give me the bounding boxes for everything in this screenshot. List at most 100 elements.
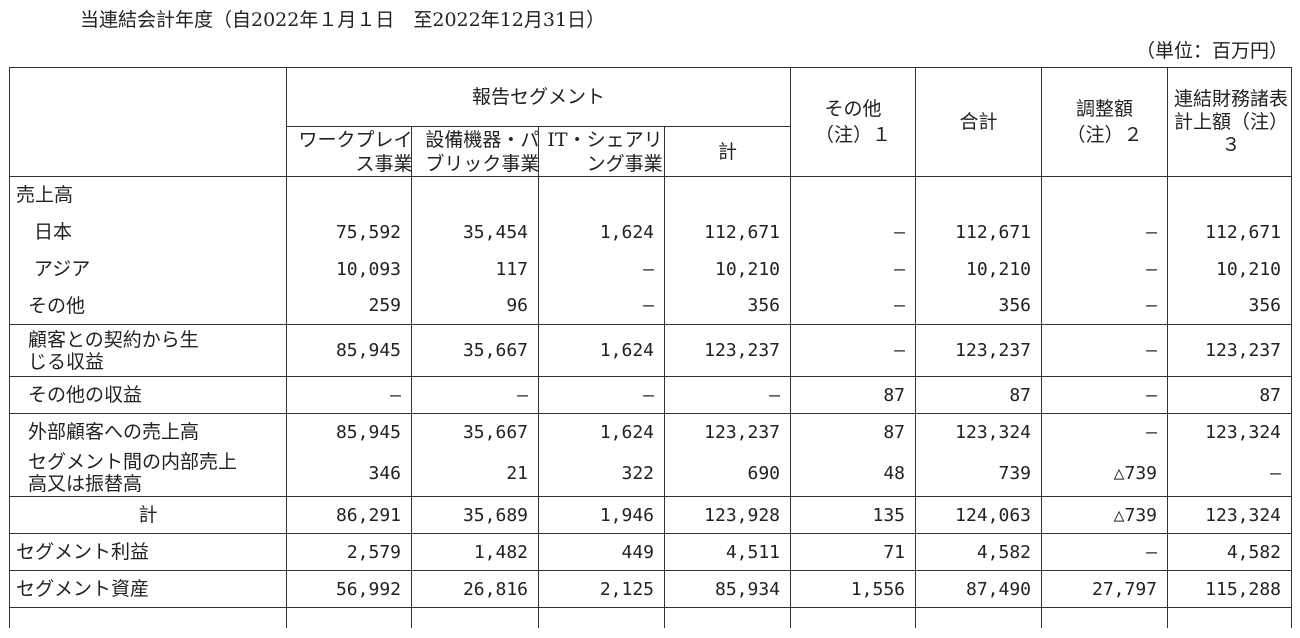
cell-assets-subtotal: 85,934 (663, 570, 792, 608)
cell-japan-other: — (790, 213, 917, 251)
header-reported-segments: 報告セグメント (285, 67, 792, 127)
cell-total-equipment: 35,689 (411, 496, 539, 534)
cell-assets-it: 2,125 (538, 570, 665, 608)
cell-assets-total: 87,490 (915, 570, 1043, 608)
cell-asia-equipment: 117 (411, 250, 539, 288)
cell-contract-adjustment: — (1041, 324, 1169, 377)
cell-profit-other: 71 (790, 533, 917, 571)
cell-otherrev-subtotal: — (663, 376, 792, 414)
cell-external-adjustment: — (1041, 413, 1169, 451)
header-consolidated: 連結財務諸表計上額（注）３ (1167, 67, 1293, 177)
row-label-contract-revenue: 顧客との契約から生じる収益 (9, 324, 287, 377)
cell-japan-adjustment: — (1041, 213, 1169, 251)
row-label-japan: 日本 (9, 213, 287, 251)
cell-asia-adjustment: — (1041, 250, 1169, 288)
cell-japan-subtotal: 112,671 (663, 213, 792, 251)
cell-assets-consolidated: 115,288 (1167, 570, 1293, 608)
row-label-intersegment: セグメント間の内部売上高又は振替高 (9, 450, 287, 497)
cell-total-total: 124,063 (915, 496, 1043, 534)
cell-inter-other: 48 (790, 450, 917, 497)
cell-total-workplace: 86,291 (286, 496, 412, 534)
cell-japan-consolidated: 112,671 (1167, 213, 1293, 251)
cell-asia-subtotal: 10,210 (663, 250, 792, 288)
cell-external-other: 87 (790, 413, 917, 451)
cell-asia-workplace: 10,093 (286, 250, 412, 288)
cell-contract-consolidated: 123,237 (1167, 324, 1293, 377)
cell-inter-consolidated: — (1167, 450, 1293, 497)
cell-external-equipment: 35,667 (411, 413, 539, 451)
header-other: その他（注）１ (790, 67, 917, 177)
cell-contract-it: 1,624 (538, 324, 665, 377)
cell-external-subtotal: 123,237 (663, 413, 792, 451)
cell-japan-workplace: 75,592 (286, 213, 412, 251)
cell-profit-subtotal: 4,511 (663, 533, 792, 571)
cell-inter-workplace: 346 (286, 450, 412, 497)
cell-assets-equipment: 26,816 (411, 570, 539, 608)
unit-label: （単位：百万円） (1135, 40, 1288, 62)
row-label-total: 計 (9, 496, 287, 534)
cell-otherrev-other: 87 (790, 376, 917, 414)
cell-profit-total: 4,582 (915, 533, 1043, 571)
cell-contract-total: 123,237 (915, 324, 1043, 377)
cell-profit-it: 449 (538, 533, 665, 571)
cell-contract-workplace: 85,945 (286, 324, 412, 377)
cell-total-subtotal: 123,928 (663, 496, 792, 534)
row-truncated (9, 607, 287, 628)
cell-inter-adjustment: △739 (1041, 450, 1169, 497)
row-label-asia: アジア (9, 250, 287, 288)
header-equipment-public: 設備機器・パブリック事業 (411, 126, 539, 177)
cell-asia-total: 10,210 (915, 250, 1043, 288)
cell-total-other: 135 (790, 496, 917, 534)
cell-otherregion-adjustment: — (1041, 287, 1169, 325)
cell-otherrev-consolidated: 87 (1167, 376, 1293, 414)
cell-otherregion-other: — (790, 287, 917, 325)
header-blank (9, 67, 287, 177)
row-label-segment-profit: セグメント利益 (9, 533, 287, 571)
cell-otherregion-subtotal: 356 (663, 287, 792, 325)
cell-total-it: 1,946 (538, 496, 665, 534)
row-label-segment-assets: セグメント資産 (9, 570, 287, 608)
cell-external-total: 123,324 (915, 413, 1043, 451)
cell-inter-equipment: 21 (411, 450, 539, 497)
cell-otherregion-consolidated: 356 (1167, 287, 1293, 325)
cell-otherrev-it: — (538, 376, 665, 414)
cell-profit-adjustment: — (1041, 533, 1169, 571)
cell-otherrev-workplace: — (286, 376, 412, 414)
cell-japan-it: 1,624 (538, 213, 665, 251)
cell-otherregion-equipment: 96 (411, 287, 539, 325)
header-total: 合計 (915, 67, 1043, 177)
cell-japan-equipment: 35,454 (411, 213, 539, 251)
header-workplace: ワークプレイス事業 (286, 126, 412, 177)
cell-otherregion-it: — (538, 287, 665, 325)
cell-otherrev-total: 87 (915, 376, 1043, 414)
cell-assets-other: 1,556 (790, 570, 917, 608)
segment-table: 報告セグメント その他（注）１ 合計 調整額（注）２ 連結財務諸表計上額（注）３… (9, 67, 1293, 628)
cell-inter-subtotal: 690 (663, 450, 792, 497)
cell-otherregion-total: 356 (915, 287, 1043, 325)
cell-otherregion-workplace: 259 (286, 287, 412, 325)
cell-inter-total: 739 (915, 450, 1043, 497)
cell-profit-workplace: 2,579 (286, 533, 412, 571)
cell-total-adjustment: △739 (1041, 496, 1169, 534)
cell-japan-total: 112,671 (915, 213, 1043, 251)
cell-inter-it: 322 (538, 450, 665, 497)
row-label-other-region: その他 (9, 287, 287, 325)
header-subtotal: 計 (663, 126, 792, 177)
cell-otherrev-adjustment: — (1041, 376, 1169, 414)
header-adjustment: 調整額（注）２ (1041, 67, 1169, 177)
cell-total-consolidated: 123,324 (1167, 496, 1293, 534)
cell-contract-equipment: 35,667 (411, 324, 539, 377)
row-label-sales: 売上高 (9, 176, 287, 214)
cell-profit-consolidated: 4,582 (1167, 533, 1293, 571)
cell-asia-other: — (790, 250, 917, 288)
cell-asia-it: — (538, 250, 665, 288)
cell-assets-adjustment: 27,797 (1041, 570, 1169, 608)
cell-assets-workplace: 56,992 (286, 570, 412, 608)
row-label-external-sales: 外部顧客への売上高 (9, 413, 287, 451)
period-label: 当連結会計年度（自2022年１月１日 至2022年12月31日） (80, 9, 606, 31)
cell-otherrev-equipment: — (411, 376, 539, 414)
cell-external-workplace: 85,945 (286, 413, 412, 451)
cell-asia-consolidated: 10,210 (1167, 250, 1293, 288)
cell-profit-equipment: 1,482 (411, 533, 539, 571)
row-label-other-revenue: その他の収益 (9, 376, 287, 414)
